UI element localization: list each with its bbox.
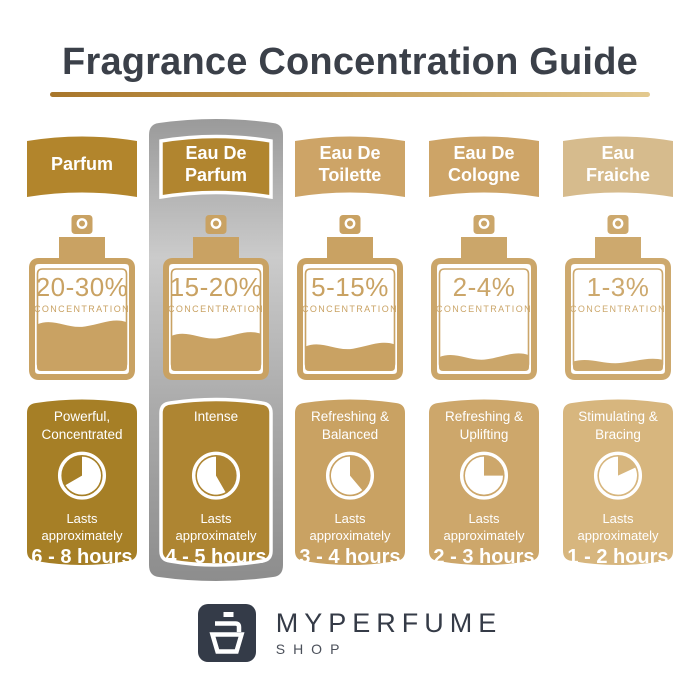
duration-value: 4 - 5 hours — [165, 546, 267, 568]
ribbon-shape — [27, 136, 137, 197]
clock-icon — [57, 451, 107, 500]
badge-label: Eau De Toilette — [318, 143, 382, 185]
brand-subtitle: SHOP — [275, 640, 348, 657]
ribbon-shape — [159, 134, 273, 200]
perfume-bottle-icon: 20-30% CONCENTRATION — [22, 211, 142, 381]
card-content: Intense Lasts approximately 4 - 5 hours — [161, 397, 271, 569]
card-content: Powerful, Concentrated Lasts approximate… — [27, 397, 137, 569]
badge-label: Eau De Parfum — [184, 143, 247, 185]
card-content: Refreshing & Balanced Lasts approximatel… — [295, 397, 405, 569]
clock-icon — [459, 451, 509, 500]
duration-value: 6 - 8 hours — [31, 546, 133, 568]
concentration-label: CONCENTRATION — [33, 304, 131, 314]
bottle-graphic — [565, 215, 671, 380]
lasts-label: Lasts approximately — [577, 511, 659, 544]
concentration-label: CONCENTRATION — [167, 304, 265, 314]
character-label: Refreshing & Uplifting — [444, 409, 524, 442]
perfume-bottle-icon: 2-4% CONCENTRATION — [424, 211, 544, 381]
duration-value: 3 - 4 hours — [299, 546, 401, 568]
card-content: Stimulating & Bracing Lasts approximatel… — [563, 397, 673, 569]
bottle-graphic — [163, 215, 269, 380]
lasts-label: Lasts approximately — [41, 511, 123, 544]
column-eau-de-parfum: Eau De Parfum 15-20% CONCENTRATION Inten… — [149, 133, 283, 569]
column-eau-de-toilette: Eau De Toilette 5-15% CONCENTRATION Refr… — [283, 133, 417, 569]
bottle-graphic — [297, 215, 403, 380]
title-underline — [50, 92, 650, 97]
badge-label: Eau De Cologne — [448, 143, 520, 185]
badge-eau-de-cologne: Eau De Cologne — [429, 133, 539, 197]
brand-text-block: MYPERFUME SHOP — [275, 607, 503, 657]
lasts-label: Lasts approximately — [443, 511, 525, 544]
ribbon-shape — [563, 136, 673, 197]
badge-label: Eau Fraiche — [585, 143, 651, 185]
brand-name: MYPERFUME — [275, 607, 503, 638]
column-parfum: Parfum 20-30% CONCENTRATION Powerful, Co… — [15, 133, 149, 569]
character-label: Intense — [193, 409, 239, 424]
bottle-graphic — [431, 215, 537, 380]
concentration-value: 1-3% — [586, 272, 650, 302]
badge-eau-de-parfum: Eau De Parfum — [159, 133, 273, 200]
lasts-label: Lasts approximately — [175, 511, 257, 544]
brand-footer: MYPERFUME SHOP — [0, 604, 700, 662]
concentration-value: 15-20% — [169, 272, 263, 302]
info-card: Stimulating & Bracing Lasts approximatel… — [563, 397, 673, 569]
bottle-graphic — [29, 215, 135, 380]
badge-parfum: Parfum — [27, 133, 137, 197]
perfume-bottle-icon: 1-3% CONCENTRATION — [558, 211, 678, 381]
lasts-label: Lasts approximately — [309, 511, 391, 544]
perfume-bottle-icon: 5-15% CONCENTRATION — [290, 211, 410, 381]
ribbon-shape — [429, 136, 539, 197]
info-card: Powerful, Concentrated Lasts approximate… — [27, 397, 137, 569]
concentration-label: CONCENTRATION — [301, 304, 399, 314]
clock-icon — [593, 451, 643, 500]
duration-value: 2 - 3 hours — [433, 546, 535, 568]
perfume-bottle-icon: 15-20% CONCENTRATION — [156, 211, 276, 381]
clock-icon — [191, 451, 241, 500]
concentration-value: 2-4% — [452, 272, 516, 302]
concentration-value: 5-15% — [311, 272, 389, 302]
columns-row: Parfum 20-30% CONCENTRATION Powerful, Co… — [15, 133, 685, 569]
duration-value: 1 - 2 hours — [567, 546, 669, 568]
badge-eau-fraiche: Eau Fraiche — [563, 133, 673, 197]
ribbon-shape — [295, 136, 405, 197]
perfume-shop-logo-icon — [197, 604, 256, 662]
column-eau-de-cologne: Eau De Cologne 2-4% CONCENTRATION Refres… — [417, 133, 551, 569]
clock-icon — [325, 451, 375, 500]
badge-eau-de-toilette: Eau De Toilette — [295, 133, 405, 197]
card-content: Refreshing & Uplifting Lasts approximate… — [429, 397, 539, 569]
concentration-value: 20-30% — [35, 272, 129, 302]
column-eau-fraiche: Eau Fraiche 1-3% CONCENTRATION Stimulati… — [551, 133, 685, 569]
character-label: Stimulating & Bracing — [578, 409, 658, 442]
concentration-label: CONCENTRATION — [569, 304, 667, 314]
badge-label: Parfum — [50, 154, 113, 175]
character-label: Powerful, Concentrated — [41, 409, 123, 442]
concentration-label: CONCENTRATION — [435, 304, 533, 314]
character-label: Refreshing & Balanced — [310, 409, 390, 442]
info-card: Refreshing & Uplifting Lasts approximate… — [429, 397, 539, 569]
page-title: Fragrance Concentration Guide — [62, 41, 638, 83]
info-card: Refreshing & Balanced Lasts approximatel… — [295, 397, 405, 569]
info-card: Intense Lasts approximately 4 - 5 hours — [159, 397, 273, 569]
